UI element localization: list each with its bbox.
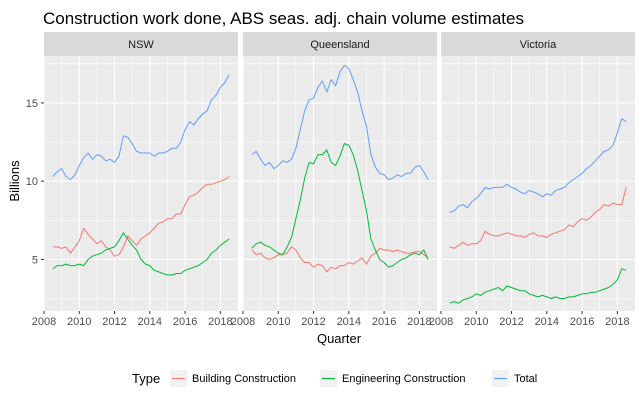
x-tick-label: 2014 <box>138 316 162 328</box>
strip-queensland <box>243 32 437 56</box>
panel-background <box>44 56 238 311</box>
x-tick-label: 2010 <box>67 316 91 328</box>
series-building-construction-victoria <box>449 187 627 249</box>
facet-panels: NSW 2008 2010 2012 2014 2016 2018 Queensland 200… <box>32 32 635 328</box>
y-axis-title: Billions <box>7 160 22 202</box>
strip-nsw <box>44 32 238 56</box>
x-tick-label: 2014 <box>535 316 559 328</box>
legend-label-building-construction: Building Construction <box>192 373 296 385</box>
x-tick-label: 2012 <box>102 316 126 328</box>
y-tick-label: 15 <box>26 98 38 110</box>
x-tick-label: 2010 <box>266 316 290 328</box>
x-tick-label: 2016 <box>570 316 594 328</box>
x-tick-label: 2008 <box>231 316 255 328</box>
x-tick-label: 2018 <box>407 316 431 328</box>
series-total-nsw <box>52 74 230 181</box>
panel-victoria: Victoria 2008 2010 2012 2014 2016 2018 <box>429 32 635 328</box>
x-tick-label: 2014 <box>337 316 361 328</box>
legend-label-total: Total <box>514 373 537 385</box>
series-total-queensland <box>251 64 429 181</box>
x-tick-label: 2012 <box>499 316 523 328</box>
y-tick-label: 5 <box>32 254 38 266</box>
legend-item-total: Total <box>492 370 537 387</box>
panel-queensland: Queensland 2008 2010 2012 2014 2016 2018 <box>231 32 437 328</box>
panel-background <box>441 56 635 311</box>
strip-label-queensland: Queensland <box>310 39 369 51</box>
x-tick-label: 2016 <box>372 316 396 328</box>
strip-label-victoria: Victoria <box>520 39 557 51</box>
panel-background <box>243 56 437 311</box>
x-tick-label: 2016 <box>173 316 197 328</box>
legend-item-building-construction: Building Construction <box>170 370 296 387</box>
x-tick-label: 2018 <box>605 316 629 328</box>
legend-title: Type <box>132 371 160 386</box>
strip-label-nsw: NSW <box>128 39 154 51</box>
series-building-construction-nsw <box>52 176 230 257</box>
legend: Type Building Construction Engineering Co… <box>132 370 537 387</box>
chart-title: Construction work done, ABS seas. adj. c… <box>43 9 524 28</box>
series-engineering-construction-queensland <box>251 143 429 268</box>
x-tick-label: 2012 <box>301 316 325 328</box>
series-engineering-construction-victoria <box>449 268 627 304</box>
x-axis-title: Quarter <box>317 331 362 346</box>
panel-nsw: NSW 2008 2010 2012 2014 2016 2018 <box>32 32 238 328</box>
y-axis: 5 10 15 <box>26 98 44 266</box>
x-tick-label: 2010 <box>464 316 488 328</box>
y-tick-label: 10 <box>26 176 38 188</box>
x-tick-label: 2008 <box>32 316 56 328</box>
series-total-victoria <box>449 118 627 213</box>
legend-item-engineering-construction: Engineering Construction <box>320 370 466 387</box>
series-engineering-construction-nsw <box>52 232 230 276</box>
strip-victoria <box>441 32 635 56</box>
legend-label-engineering-construction: Engineering Construction <box>342 373 466 385</box>
series-building-construction-queensland <box>251 246 429 273</box>
x-tick-label: 2008 <box>429 316 453 328</box>
x-tick-label: 2018 <box>208 316 232 328</box>
